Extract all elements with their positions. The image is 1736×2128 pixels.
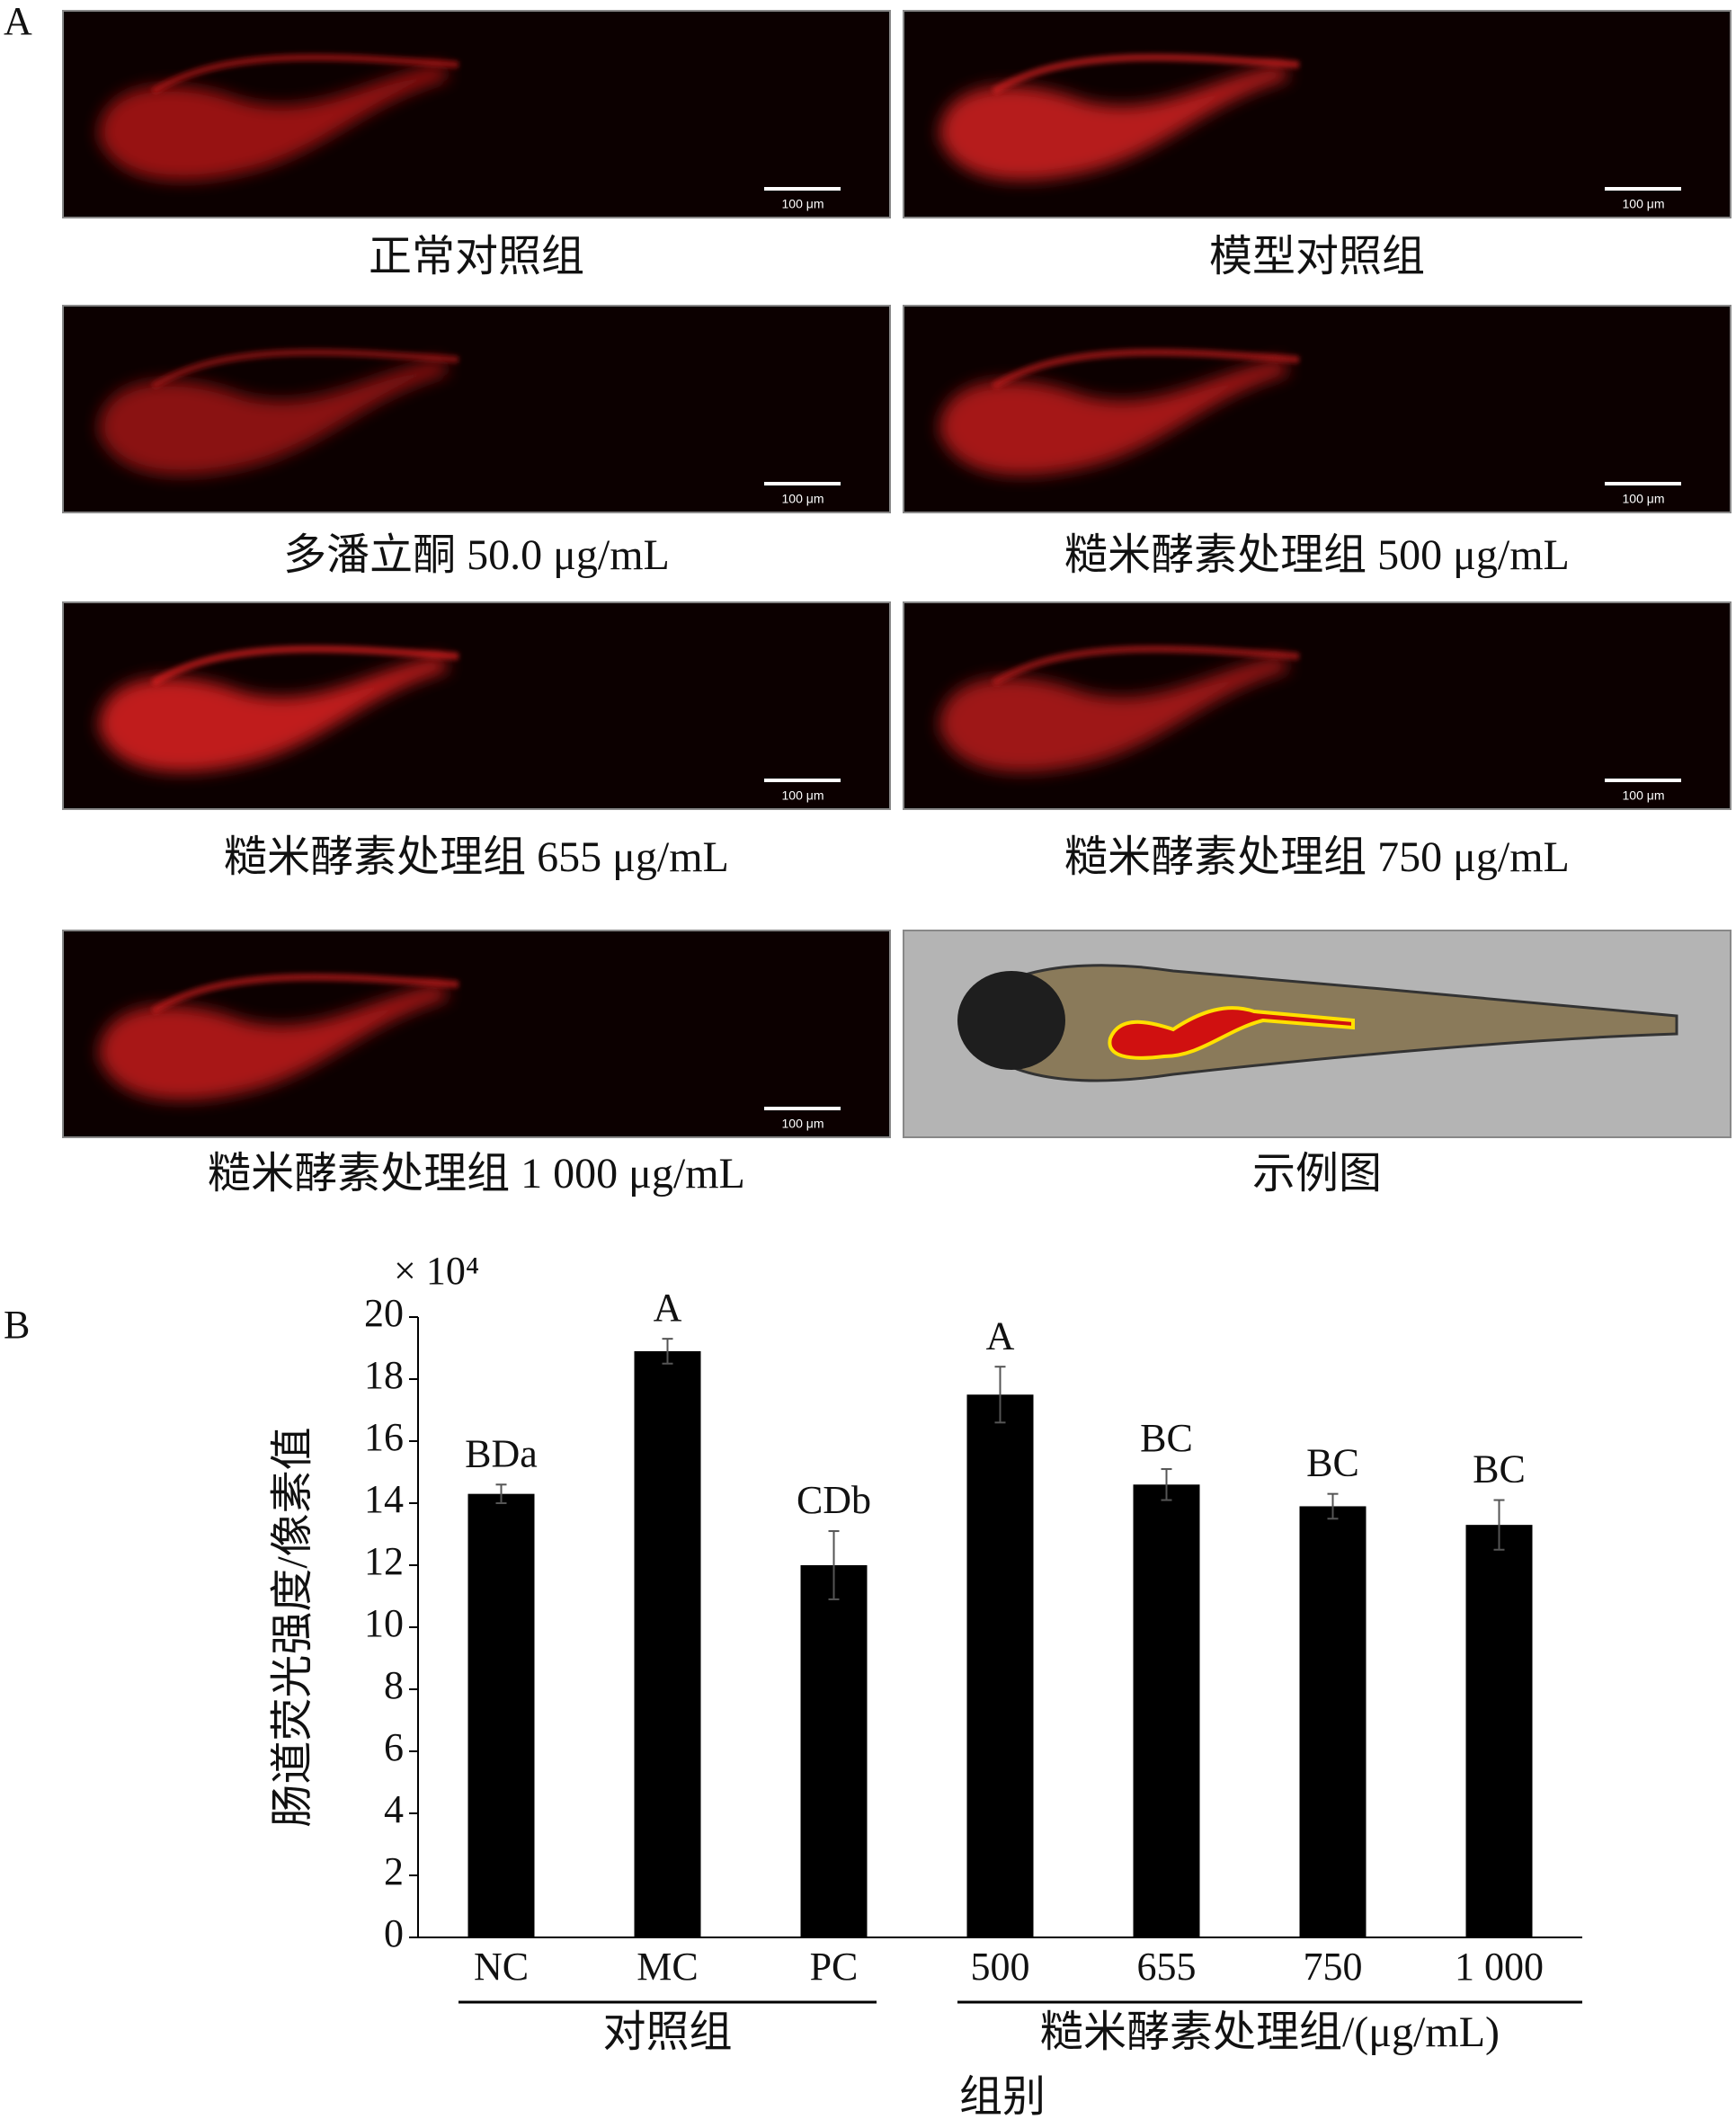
- scale-bar-label: 100 μm: [782, 492, 824, 506]
- fluorescence: [150, 53, 459, 95]
- significance-label: BDa: [465, 1431, 538, 1475]
- fluorescence: [99, 984, 450, 1100]
- fluorescence: [939, 656, 1290, 772]
- y-tick-label: 10: [364, 1601, 404, 1645]
- image-caption: 模型对照组: [1209, 233, 1425, 280]
- micrograph: 100 μm: [903, 601, 1732, 810]
- micrograph: [903, 930, 1732, 1138]
- scale-bar-label: 100 μm: [782, 197, 824, 211]
- micrograph: 100 μm: [62, 10, 891, 218]
- image-caption: 示例图: [1252, 1150, 1382, 1198]
- fluorescence: [99, 656, 450, 772]
- x-tick-label: MC: [637, 1945, 698, 1989]
- y-tick-label: 2: [384, 1849, 404, 1893]
- image-caption: 糙米酵素处理组 655 μg/mL: [224, 833, 729, 881]
- group-label: 糙米酵素处理组/(μg/mL): [1040, 2008, 1500, 2056]
- x-tick-label: 500: [971, 1945, 1030, 1989]
- scale-bar-label: 100 μm: [1623, 197, 1665, 211]
- group-label: 对照组: [602, 2008, 732, 2056]
- x-tick-label: 655: [1137, 1945, 1197, 1989]
- micrograph: 100 μm: [903, 10, 1732, 218]
- fluorescence: [99, 65, 450, 181]
- image-caption: 糙米酵素处理组 500 μg/mL: [1064, 531, 1570, 579]
- gut-region: [1108, 1006, 1355, 1060]
- significance-label: BC: [1306, 1441, 1359, 1485]
- y-tick-label: 8: [384, 1663, 404, 1707]
- x-axis-label: 组别: [959, 2073, 1046, 2121]
- fluorescence: [939, 360, 1290, 476]
- micrograph: 100 μm: [62, 930, 891, 1138]
- image-caption: 多潘立酮 50.0 μg/mL: [283, 531, 670, 579]
- bar: [634, 1350, 701, 1937]
- fluorescence: [150, 973, 459, 1015]
- significance-label: CDb: [797, 1478, 871, 1522]
- fluorescence: [99, 360, 450, 476]
- micrograph: 100 μm: [62, 601, 891, 810]
- bar: [467, 1493, 535, 1937]
- significance-label: BC: [1140, 1416, 1193, 1460]
- bar: [800, 1565, 868, 1937]
- x-tick-label: PC: [810, 1945, 859, 1989]
- bar: [1133, 1484, 1200, 1937]
- y-tick-label: 14: [364, 1477, 404, 1521]
- significance-label: A: [986, 1313, 1015, 1358]
- y-tick-label: 20: [364, 1291, 404, 1335]
- fish-head: [957, 971, 1065, 1070]
- panel-label: A: [4, 0, 32, 43]
- scale-bar-label: 100 μm: [782, 1117, 824, 1131]
- image-caption: 正常对照组: [369, 233, 584, 280]
- y-tick-label: 0: [384, 1911, 404, 1955]
- y-tick-label: 4: [384, 1787, 404, 1831]
- bar: [1299, 1506, 1367, 1937]
- image-frame: [903, 10, 1732, 218]
- significance-label: BC: [1473, 1447, 1526, 1491]
- fluorescence: [939, 65, 1290, 181]
- scale-bar-label: 100 μm: [1623, 788, 1665, 803]
- y-axis-label: 肠道荧光强度/像素值: [269, 1427, 316, 1827]
- y-tick-label: 16: [364, 1415, 404, 1459]
- panel-label: B: [4, 1303, 30, 1347]
- fluorescence: [991, 348, 1300, 390]
- fluorescence: [150, 645, 459, 687]
- scale-bar-label: 100 μm: [1623, 492, 1665, 506]
- x-tick-label: NC: [474, 1945, 529, 1989]
- y-tick-label: 12: [364, 1539, 404, 1583]
- scale-bar-label: 100 μm: [782, 788, 824, 803]
- x-tick-label: 1 000: [1455, 1945, 1544, 1989]
- bar: [1465, 1525, 1533, 1937]
- micrograph: 100 μm: [903, 305, 1732, 513]
- fluorescence: [991, 53, 1300, 95]
- image-caption: 糙米酵素处理组 1 000 μg/mL: [208, 1150, 745, 1198]
- y-tick-label: 18: [364, 1353, 404, 1397]
- y-multiplier: × 10⁴: [394, 1249, 479, 1293]
- fluorescence: [150, 348, 459, 390]
- fluorescence: [991, 645, 1300, 687]
- image-caption: 糙米酵素处理组 750 μg/mL: [1064, 833, 1570, 881]
- y-tick-label: 6: [384, 1725, 404, 1769]
- x-tick-label: 750: [1304, 1945, 1363, 1989]
- significance-label: A: [654, 1286, 682, 1330]
- micrograph: 100 μm: [62, 305, 891, 513]
- bar: [966, 1394, 1034, 1937]
